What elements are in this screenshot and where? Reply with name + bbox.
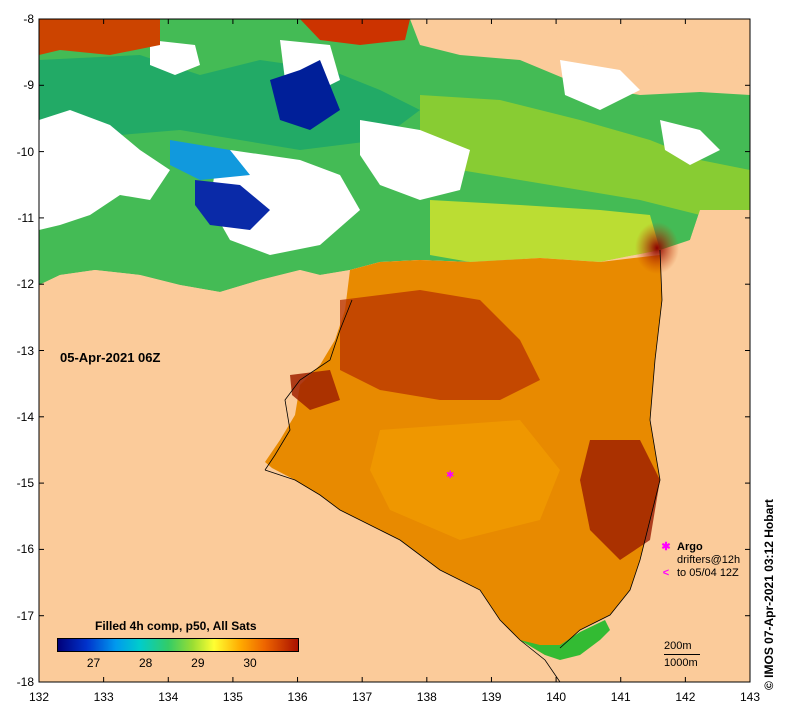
- y-tick-label: -10: [16, 144, 34, 159]
- depth-contour-legend: 200m 1000m: [664, 640, 700, 670]
- argo-label: Argo: [677, 541, 703, 553]
- sst-colorbar: [57, 638, 299, 652]
- coastline: [559, 249, 663, 649]
- sst-patch-cold: [195, 180, 270, 230]
- x-tick-label: 141: [610, 690, 631, 704]
- y-tick-label: -16: [16, 542, 34, 557]
- sst-hotspot: [635, 222, 679, 274]
- period-label: to 05/04 12Z: [677, 567, 739, 579]
- argo-legend: ✱ Argo drifters@12h < to 05/04 12Z: [660, 541, 740, 580]
- date-label: 05-Apr-2021 06Z: [60, 350, 161, 365]
- sst-patch-warm: [300, 19, 410, 45]
- y-tick-label: -8: [23, 12, 34, 26]
- y-tick-label: -14: [16, 409, 34, 424]
- cloud-no-data: [360, 120, 470, 200]
- colorbar-tick-label: 29: [191, 656, 205, 670]
- cloud-no-data: [660, 120, 720, 165]
- x-tick-label: 133: [93, 690, 114, 704]
- y-tick-label: -12: [16, 277, 34, 292]
- depth-1000m-label: 1000m: [664, 657, 698, 669]
- sst-patch-cold: [270, 60, 340, 130]
- x-tick-label: 138: [416, 690, 437, 704]
- legend-title: Filled 4h comp, p50, All Sats: [95, 619, 257, 633]
- y-tick-label: -18: [16, 675, 34, 689]
- y-tick-label: -15: [16, 476, 34, 491]
- x-tick-label: 135: [222, 690, 243, 704]
- sst-patch-lime: [430, 200, 660, 262]
- colorbar-tick-label: 30: [243, 656, 257, 670]
- x-tick-label: 139: [481, 690, 502, 704]
- y-tick-label: -17: [16, 608, 34, 623]
- credit-label: © IMOS 07-Apr-2021 03:12 Hobart: [762, 499, 776, 690]
- depth-200m-label: 200m: [664, 640, 692, 652]
- cloud-no-data: [560, 60, 640, 110]
- sst-patch-hot: [580, 440, 660, 560]
- arnhem-land: [39, 270, 352, 470]
- x-tick-label: 132: [28, 690, 50, 704]
- cape-york: [470, 19, 750, 95]
- y-tick-label: -11: [17, 210, 34, 225]
- sst-patch-mid: [370, 420, 560, 540]
- cloud-no-data: [39, 110, 170, 230]
- sst-patch-cyan: [170, 140, 250, 180]
- colorbar-tick-label: 28: [139, 656, 153, 670]
- x-tick-label: 137: [352, 690, 373, 704]
- colorbar-tick-label: 27: [86, 656, 101, 670]
- sst-patch-hot: [290, 370, 340, 410]
- sst-patch-hot: [340, 290, 540, 400]
- asterisk-icon: ✱: [661, 541, 671, 553]
- x-tick-label: 143: [739, 690, 761, 704]
- tick-marks: [38, 18, 751, 683]
- sst-patch-coastal-green: [520, 620, 610, 660]
- coastline: [264, 299, 561, 682]
- depth-200m-line: [664, 654, 700, 655]
- drifters-label: drifters@12h: [677, 554, 741, 566]
- cloud-no-data: [150, 40, 200, 75]
- y-tick-label: -9: [23, 78, 34, 93]
- less-than-icon: <: [662, 567, 670, 579]
- x-tick-label: 140: [546, 690, 567, 704]
- x-tick-label: 134: [158, 690, 179, 704]
- x-tick-label: 142: [675, 690, 696, 704]
- sst-patch-yellow: [420, 95, 750, 215]
- x-tick-label: 136: [287, 690, 308, 704]
- y-tick-label: -13: [16, 343, 34, 358]
- sst-patch-warm: [39, 19, 160, 55]
- argo-float-marker: ✱: [446, 470, 454, 481]
